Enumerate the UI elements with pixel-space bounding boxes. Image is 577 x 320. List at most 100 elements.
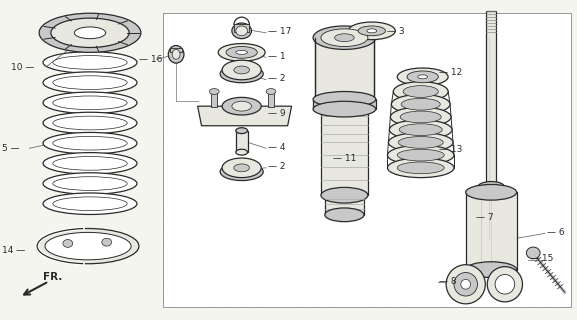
Ellipse shape (388, 158, 454, 178)
Ellipse shape (218, 44, 265, 61)
Ellipse shape (461, 279, 471, 289)
Text: — 2: — 2 (268, 74, 286, 83)
Ellipse shape (220, 163, 263, 180)
Ellipse shape (39, 13, 141, 52)
Text: — 16: — 16 (139, 55, 162, 64)
Ellipse shape (394, 82, 448, 101)
Text: — 12: — 12 (439, 68, 463, 77)
Ellipse shape (53, 156, 127, 170)
Ellipse shape (349, 22, 395, 40)
Text: — 15: — 15 (530, 254, 554, 263)
Ellipse shape (397, 162, 444, 174)
Ellipse shape (335, 34, 354, 42)
Ellipse shape (220, 65, 263, 83)
Text: — 8: — 8 (439, 277, 457, 286)
Ellipse shape (102, 238, 111, 246)
Bar (163, 13, 571, 307)
Bar (315, 38, 374, 101)
Ellipse shape (43, 52, 137, 73)
Ellipse shape (313, 101, 376, 117)
Text: 5 —: 5 — (2, 144, 20, 153)
Text: — 9: — 9 (268, 108, 286, 117)
Bar (236, 131, 248, 152)
Ellipse shape (53, 56, 127, 69)
Ellipse shape (74, 27, 106, 39)
Ellipse shape (53, 76, 127, 90)
Bar (170, 48, 182, 52)
Ellipse shape (397, 149, 444, 161)
Ellipse shape (391, 107, 451, 127)
Ellipse shape (478, 189, 505, 199)
Ellipse shape (53, 136, 127, 150)
Ellipse shape (367, 29, 377, 33)
Bar (325, 195, 364, 215)
Ellipse shape (388, 132, 453, 152)
Ellipse shape (391, 94, 450, 114)
Bar (321, 107, 368, 195)
Ellipse shape (313, 92, 376, 107)
Ellipse shape (454, 273, 478, 296)
Ellipse shape (397, 68, 448, 86)
Ellipse shape (172, 49, 180, 59)
Text: 14 —: 14 — (2, 245, 25, 254)
Text: — 6: — 6 (547, 228, 564, 237)
Text: — 4: — 4 (268, 143, 286, 152)
Ellipse shape (222, 97, 261, 115)
Bar (313, 99, 376, 109)
Ellipse shape (400, 111, 441, 123)
Ellipse shape (495, 275, 515, 294)
Ellipse shape (43, 153, 137, 174)
Ellipse shape (53, 96, 127, 110)
Ellipse shape (222, 60, 261, 80)
Ellipse shape (226, 46, 257, 58)
Text: — 2: — 2 (268, 162, 286, 171)
Ellipse shape (37, 228, 139, 264)
Ellipse shape (358, 26, 385, 36)
Ellipse shape (43, 132, 137, 154)
Text: 10 —: 10 — (11, 62, 34, 72)
Ellipse shape (236, 26, 248, 36)
Bar (268, 92, 274, 107)
Ellipse shape (209, 89, 219, 94)
Ellipse shape (53, 177, 127, 190)
Text: — 11: — 11 (333, 154, 356, 163)
Bar (163, 13, 571, 307)
Ellipse shape (43, 193, 137, 214)
Ellipse shape (53, 116, 127, 130)
Ellipse shape (236, 149, 248, 155)
Ellipse shape (487, 267, 523, 302)
Ellipse shape (236, 128, 248, 133)
Ellipse shape (236, 51, 248, 54)
Ellipse shape (321, 188, 368, 203)
Polygon shape (198, 106, 291, 126)
Ellipse shape (232, 23, 252, 39)
Ellipse shape (321, 29, 368, 46)
Ellipse shape (401, 98, 440, 110)
Ellipse shape (168, 45, 184, 63)
Ellipse shape (478, 181, 505, 193)
Ellipse shape (232, 101, 252, 111)
Ellipse shape (446, 265, 485, 304)
Text: — 3: — 3 (388, 27, 405, 36)
Bar (234, 24, 249, 32)
Ellipse shape (388, 145, 454, 165)
Ellipse shape (325, 208, 364, 222)
Ellipse shape (526, 247, 540, 259)
Ellipse shape (407, 71, 439, 83)
Ellipse shape (234, 164, 249, 172)
Ellipse shape (234, 66, 249, 74)
Ellipse shape (418, 75, 428, 79)
Ellipse shape (43, 92, 137, 114)
Bar (211, 92, 217, 107)
Ellipse shape (222, 158, 261, 178)
Ellipse shape (43, 112, 137, 134)
Text: — 7: — 7 (475, 213, 493, 222)
Ellipse shape (313, 26, 376, 49)
Ellipse shape (53, 197, 127, 211)
Ellipse shape (45, 232, 131, 260)
Text: — 17: — 17 (268, 27, 291, 36)
Ellipse shape (266, 89, 276, 94)
Ellipse shape (398, 137, 443, 148)
Ellipse shape (63, 239, 73, 247)
Ellipse shape (466, 262, 516, 277)
